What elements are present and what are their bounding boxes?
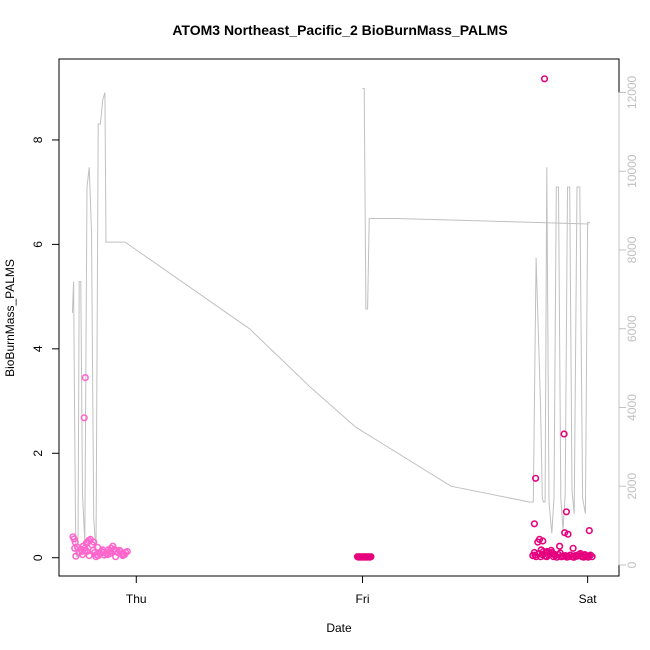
- data-point: [562, 508, 571, 516]
- altitude-line-2: [362, 88, 589, 310]
- x-axis-label: Date: [326, 621, 352, 635]
- data-point: [581, 550, 589, 559]
- data-point: [540, 75, 549, 83]
- data-point: [81, 374, 89, 382]
- data-point: [563, 552, 572, 560]
- y-right-tick-label: 12000: [625, 75, 639, 109]
- data-point: [588, 553, 596, 561]
- y-left-tick-label: 4: [31, 345, 45, 352]
- data-point: [570, 553, 578, 561]
- data-point: [547, 546, 555, 555]
- data-point: [93, 543, 102, 551]
- data-point: [72, 552, 80, 560]
- data-point: [90, 538, 98, 546]
- x-tick-label: Fri: [356, 592, 370, 606]
- y-right-tick-label: 0: [625, 561, 639, 568]
- data-point: [560, 430, 568, 438]
- data-point: [111, 553, 120, 561]
- data-point: [92, 553, 100, 561]
- y-right-tick-label: 6000: [625, 315, 639, 342]
- data-point: [555, 542, 564, 550]
- plot-marks: [69, 75, 596, 561]
- x-tick-label: Sat: [579, 592, 598, 606]
- y-right-tick-label: 10000: [625, 154, 639, 188]
- data-point: [531, 551, 539, 559]
- y-right-tick-label: 8000: [625, 236, 639, 263]
- data-point: [104, 546, 112, 554]
- data-point: [539, 537, 547, 545]
- data-point: [577, 551, 586, 560]
- data-point: [367, 553, 375, 561]
- x-tick-label: Thu: [126, 592, 147, 606]
- data-point: [557, 553, 565, 561]
- data-point: [81, 546, 89, 555]
- y-left-tick-label: 8: [31, 136, 45, 143]
- y-right-tick-label: 2000: [625, 473, 639, 500]
- y-left-tick-label: 6: [31, 241, 45, 248]
- data-point: [569, 544, 577, 552]
- data-point: [530, 520, 539, 528]
- y-left-tick-label: 0: [31, 554, 45, 561]
- y-left-tick-label: 2: [31, 450, 45, 457]
- y-axis-left: 0 2 4 6 8: [31, 136, 60, 561]
- data-point: [531, 474, 540, 482]
- data-point: [120, 550, 129, 559]
- chart-title: ATOM3 Northeast_Pacific_2 BioBurnMass_PA…: [172, 22, 507, 38]
- data-point: [564, 530, 572, 538]
- data-point: [585, 526, 593, 535]
- data-point: [70, 535, 78, 543]
- y-axis-right: 0 2000 4000 6000 8000 10000 12000: [618, 75, 639, 568]
- data-point: [106, 549, 114, 558]
- data-point: [80, 414, 88, 422]
- x-axis: Thu Fri Sat: [126, 575, 598, 606]
- y-right-tick-label: 4000: [625, 394, 639, 421]
- y-axis-label: BioBurnMass_PALMS: [3, 259, 17, 377]
- data-point: [71, 544, 79, 552]
